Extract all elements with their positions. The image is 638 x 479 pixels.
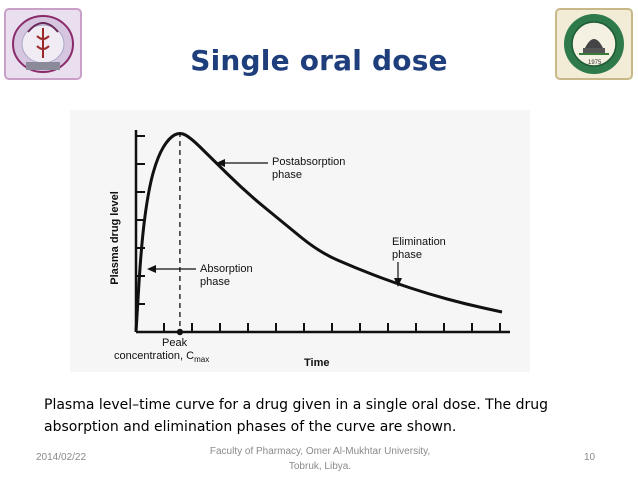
- postabsorption-label-1: Postabsorption: [272, 156, 345, 168]
- plasma-level-curve: [134, 132, 503, 333]
- footer-date: 2014/02/22: [36, 452, 87, 463]
- peak-label-1: Peak: [162, 337, 188, 349]
- absorption-label-2: phase: [200, 276, 230, 288]
- footer-institution-line-2: Tobruk, Libya.: [288, 461, 352, 472]
- absorption-label-1: Absorption: [200, 263, 253, 275]
- figure-caption: Plasma level–time curve for a drug given…: [44, 397, 549, 435]
- x-axis-label: Time: [304, 357, 329, 369]
- elimination-label-1: Elimination: [392, 236, 446, 248]
- footer-institution: Faculty of Pharmacy, Omer Al-Mukhtar Uni…: [200, 444, 440, 474]
- seal-year: 1975: [588, 60, 602, 66]
- peak-marker: [176, 328, 184, 336]
- university-seal-logo: 1975: [555, 8, 633, 80]
- slide-title: Single oral dose: [190, 44, 448, 77]
- peak-label-sub: max: [194, 355, 209, 364]
- x-axis-ticks: [163, 323, 501, 332]
- postabsorption-label-2: phase: [272, 169, 302, 181]
- faculty-emblem-logo: [4, 8, 82, 80]
- slide-number: 10: [584, 452, 596, 463]
- footer-institution-line-1: Faculty of Pharmacy, Omer Al-Mukhtar Uni…: [209, 446, 431, 457]
- plasma-level-time-figure: Plasma drug level Time Postabsorption ph…: [70, 110, 530, 372]
- elimination-label-2: phase: [392, 249, 422, 261]
- peak-label-2: concentration, Cmax: [114, 350, 209, 364]
- plasma-curve-chart: Plasma drug level Time Postabsorption ph…: [109, 130, 510, 369]
- y-axis-label: Plasma drug level: [109, 191, 121, 285]
- peak-label-text: concentration, C: [114, 350, 194, 362]
